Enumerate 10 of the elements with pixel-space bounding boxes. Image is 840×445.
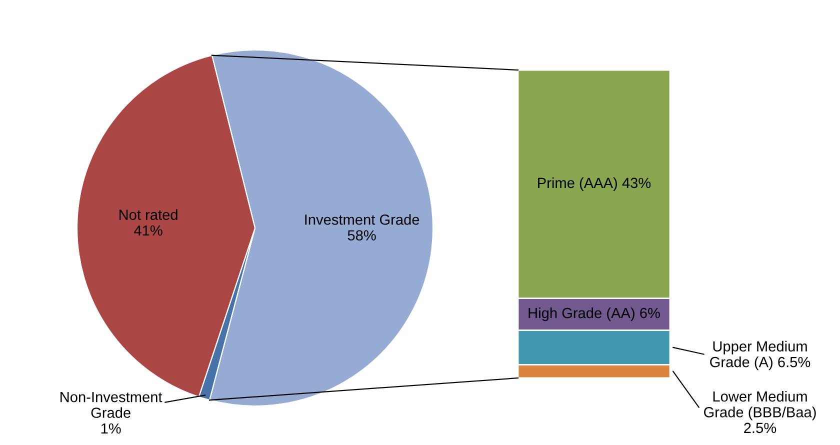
data-label: Lower Medium Grade (BBB/Baa) 2.5% xyxy=(704,390,816,434)
data-label: 1% xyxy=(101,423,121,434)
data-label: Prime (AAA) 43% xyxy=(538,177,651,191)
data-label: High Grade (AA) 6% xyxy=(528,307,660,322)
data-label: Upper Medium Grade (A) 6.5% xyxy=(710,340,810,370)
slice-label: Investment Grade xyxy=(305,214,420,225)
data-label: 58% xyxy=(348,230,376,241)
data-label: 41% xyxy=(134,225,162,236)
slice-label: Non-Investment Grade xyxy=(60,392,162,418)
slice-label: Not rated xyxy=(119,209,178,220)
